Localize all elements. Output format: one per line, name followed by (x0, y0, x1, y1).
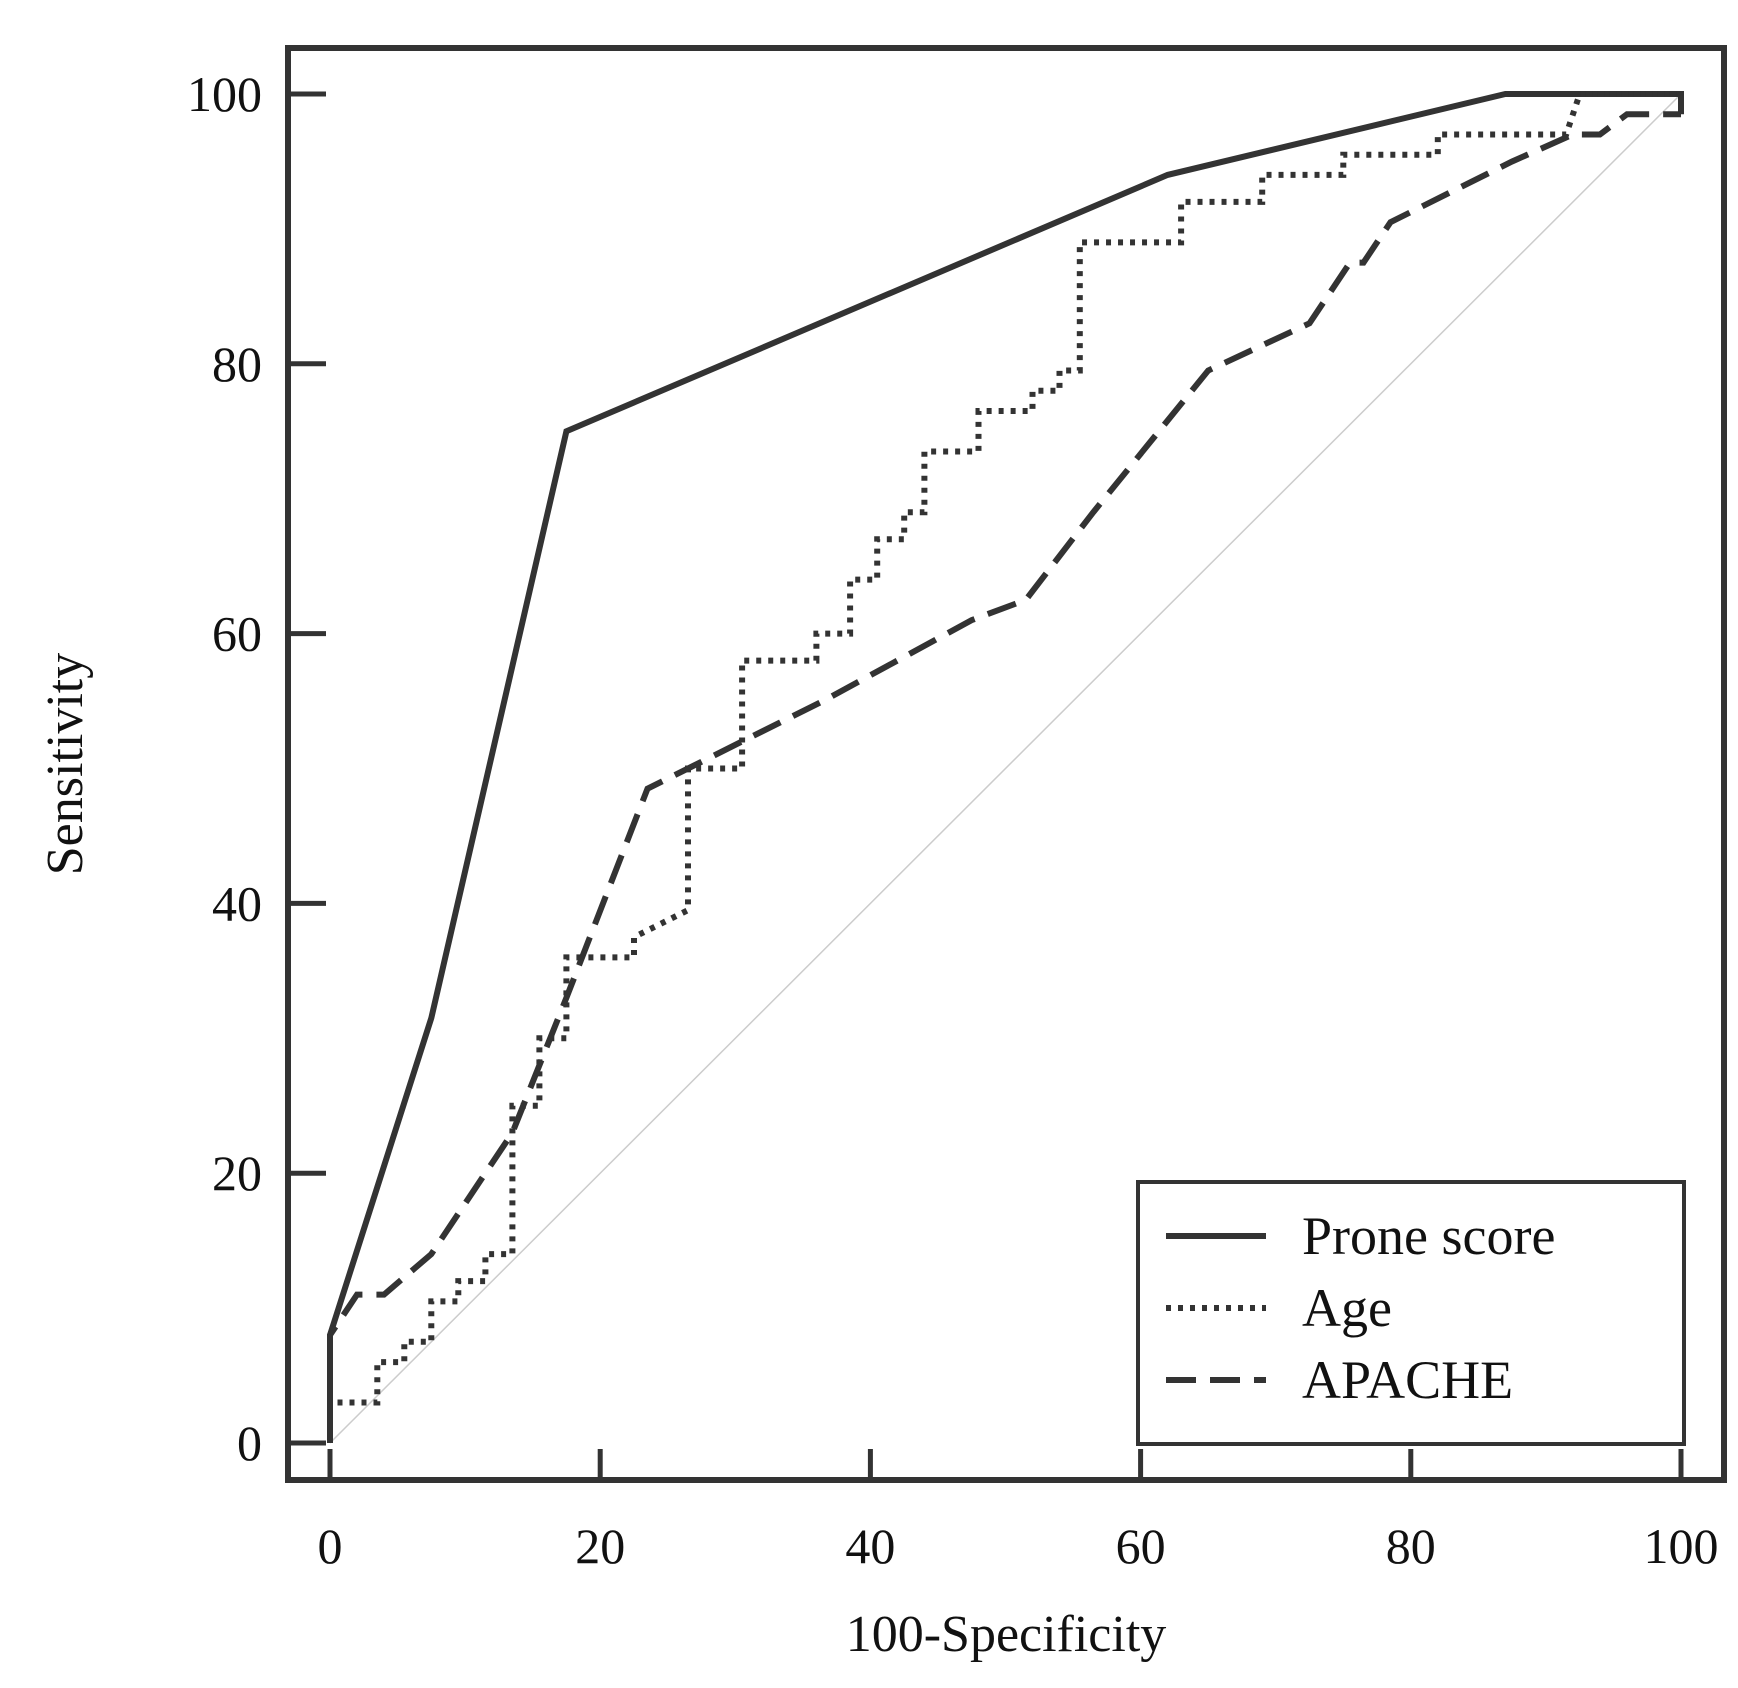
y-tick-label: 60 (212, 606, 262, 662)
legend-label-age: Age (1302, 1278, 1392, 1338)
y-tick-label: 40 (212, 875, 262, 931)
y-tick-label: 80 (212, 336, 262, 392)
diagonal-reference-layer (329, 93, 1682, 1444)
y-tick-label: 20 (212, 1145, 262, 1201)
series-layer (327, 91, 1684, 1443)
y-tick-label: 0 (237, 1415, 262, 1471)
y-axis-title: Sensitivity (37, 653, 94, 875)
series-line-apache (327, 111, 1681, 1443)
x-tick-label: 40 (845, 1518, 895, 1574)
x-tick-label: 100 (1644, 1518, 1719, 1574)
x-tick-label: 0 (318, 1518, 343, 1574)
x-axis-title: 100-Specificity (846, 1606, 1167, 1663)
diagonal-reference-line (329, 93, 1682, 1444)
series-line-prone-score (327, 91, 1684, 1443)
legend-box (1136, 1180, 1686, 1446)
legend-label-prone-score: Prone score (1302, 1206, 1555, 1266)
ticks-layer: 0 20 40 60 80 100 0 20 40 60 80 100 (187, 66, 1719, 1574)
x-tick-label: 60 (1116, 1518, 1166, 1574)
x-tick-label: 80 (1386, 1518, 1436, 1574)
legend: Prone score Age APACHE (1136, 1180, 1686, 1446)
legend-label-apache: APACHE (1302, 1350, 1513, 1410)
x-tick-label: 20 (575, 1518, 625, 1574)
plot-frame (285, 45, 1727, 1483)
y-tick-label: 100 (187, 66, 262, 122)
